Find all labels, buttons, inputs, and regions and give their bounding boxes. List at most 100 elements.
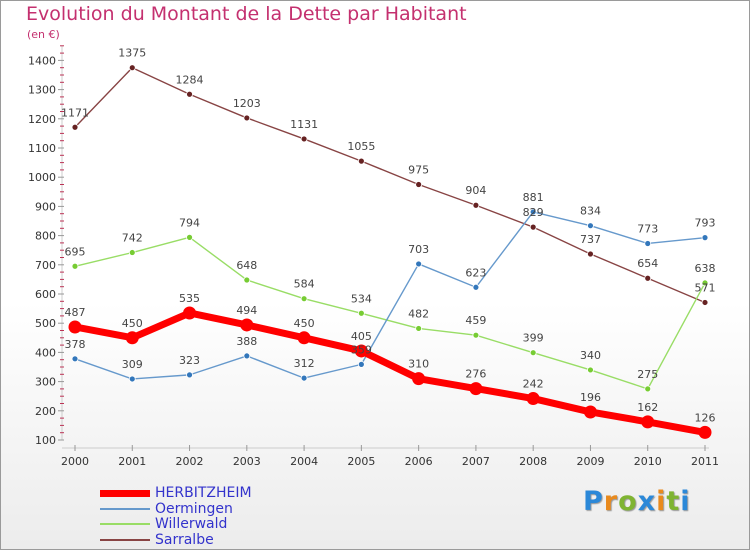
data-label: 584 — [294, 278, 315, 291]
data-point — [701, 234, 709, 242]
data-point — [644, 274, 652, 282]
proxiti-logo: Proxiti — [583, 486, 691, 517]
data-point — [529, 208, 537, 216]
legend-label: Sarralbe — [155, 531, 214, 548]
data-point — [71, 262, 79, 270]
data-point — [243, 114, 251, 122]
x-tick-label: 2002 — [176, 455, 204, 468]
data-label: 829 — [523, 206, 544, 219]
data-point — [300, 374, 308, 382]
y-tick-label: 700 — [35, 259, 56, 272]
data-label: 695 — [65, 245, 86, 258]
data-point — [412, 372, 426, 386]
data-point — [125, 331, 139, 345]
data-label: 276 — [465, 368, 486, 381]
x-tick-label: 2009 — [576, 455, 604, 468]
legend-label: Oermingen — [155, 500, 233, 517]
data-label: 126 — [695, 411, 716, 424]
chart-title: Evolution du Montant de la Dette par Hab… — [26, 3, 467, 25]
chart-series — [68, 64, 712, 439]
data-point — [300, 135, 308, 143]
data-point — [415, 325, 423, 332]
data-label: 1203 — [233, 97, 261, 110]
legend-label: HERBITZHEIM — [155, 485, 252, 501]
data-point — [186, 90, 193, 98]
chart-data-labels: 487 450 535 494 450 405 310 276 242 196 162 126 378 3… — [61, 47, 716, 425]
data-label: 742 — [122, 232, 143, 245]
series-line-oermingen — [74, 211, 706, 380]
data-point — [300, 295, 308, 303]
legend-swatch — [100, 538, 150, 541]
series-line-sarralbe — [74, 66, 706, 304]
y-tick-label: 1100 — [28, 142, 56, 155]
data-label: 1284 — [176, 73, 204, 86]
series-line-herbitzheim — [71, 309, 709, 436]
y-tick-label: 1000 — [28, 171, 56, 184]
data-label: 975 — [408, 164, 429, 177]
chart-axes: 100 200 300 400 500 600 700 800 900 1000 1100 1200 1… — [28, 45, 719, 468]
x-tick-label: 2003 — [233, 455, 261, 468]
chart-subtitle: (en €) — [27, 28, 60, 41]
y-tick-label: 900 — [35, 200, 56, 213]
data-label: 794 — [179, 216, 200, 229]
data-label: 450 — [294, 317, 315, 330]
data-point — [644, 240, 652, 247]
legend-swatch — [100, 489, 150, 497]
data-label: 1375 — [118, 47, 146, 60]
x-tick-label: 2006 — [405, 455, 433, 468]
data-label: 1131 — [290, 118, 318, 131]
data-label: 703 — [408, 243, 429, 256]
data-label: 494 — [236, 304, 257, 317]
data-point — [472, 201, 480, 209]
data-label: 881 — [523, 191, 544, 204]
y-tick-label: 200 — [35, 405, 56, 418]
y-tick-label: 600 — [35, 288, 56, 301]
data-label: 534 — [351, 292, 372, 305]
data-point — [128, 375, 136, 383]
data-label: 904 — [465, 184, 486, 197]
data-point — [415, 181, 423, 188]
data-point — [297, 331, 311, 345]
data-label: 359 — [351, 343, 372, 356]
data-point — [472, 283, 480, 291]
data-point — [469, 382, 483, 396]
data-point — [354, 344, 368, 358]
data-point — [357, 157, 365, 165]
data-point — [243, 276, 251, 284]
data-label: 737 — [580, 233, 601, 246]
data-label: 638 — [695, 262, 716, 275]
data-label: 378 — [65, 338, 86, 351]
data-label: 482 — [408, 307, 429, 320]
y-tick-label: 800 — [35, 230, 56, 243]
data-label: 450 — [122, 317, 143, 330]
data-label: 275 — [637, 368, 658, 381]
data-point — [701, 279, 709, 287]
data-label: 162 — [637, 401, 658, 414]
x-tick-label: 2011 — [691, 455, 719, 468]
data-point — [583, 405, 597, 419]
y-tick-label: 500 — [35, 317, 56, 330]
data-label: 312 — [294, 357, 315, 370]
x-tick-label: 2004 — [290, 455, 318, 468]
data-point — [71, 123, 79, 131]
data-point — [186, 233, 193, 241]
data-point — [641, 415, 655, 429]
data-point — [644, 385, 652, 393]
x-tick-label: 2005 — [347, 455, 375, 468]
data-label: 487 — [65, 306, 86, 319]
data-label: 1171 — [61, 106, 89, 119]
data-label: 459 — [465, 314, 486, 327]
y-tick-label: 100 — [35, 434, 56, 447]
data-label: 1055 — [347, 140, 375, 153]
data-point — [128, 64, 136, 72]
data-label: 323 — [179, 354, 200, 367]
data-label: 654 — [637, 257, 658, 270]
data-label: 773 — [637, 222, 658, 235]
data-point — [529, 349, 537, 357]
data-label: 196 — [580, 391, 601, 404]
y-tick-label: 1400 — [28, 54, 56, 67]
data-point — [587, 366, 594, 374]
data-label: 388 — [236, 335, 257, 348]
